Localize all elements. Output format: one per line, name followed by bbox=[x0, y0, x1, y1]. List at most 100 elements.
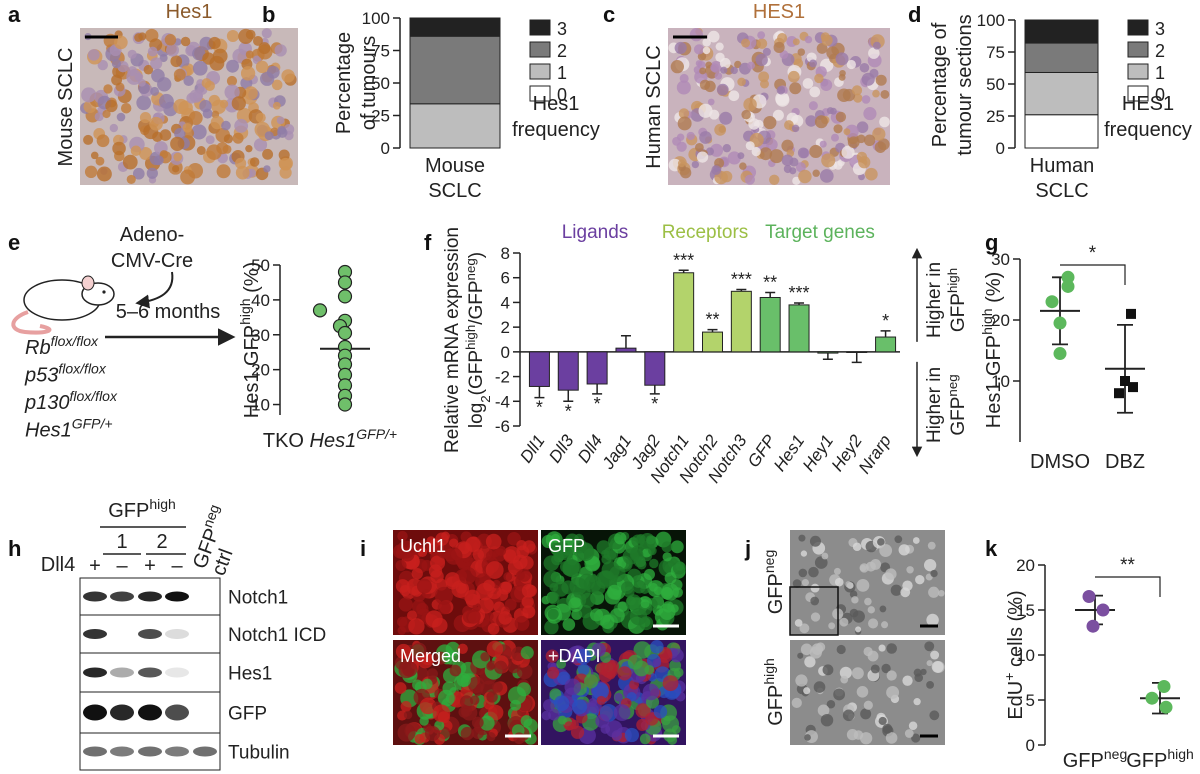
y-tick-label: 10 bbox=[1016, 646, 1035, 665]
cell bbox=[196, 146, 206, 155]
cell bbox=[564, 678, 582, 696]
cell bbox=[639, 533, 656, 550]
cell bbox=[547, 591, 560, 605]
bar-segment bbox=[409, 17, 501, 37]
cell bbox=[491, 681, 503, 693]
schematic-label: Adeno- bbox=[120, 224, 185, 246]
cell bbox=[747, 61, 755, 70]
cell bbox=[521, 595, 534, 608]
bar-segment bbox=[1024, 71, 1099, 116]
cell bbox=[545, 649, 559, 663]
cell bbox=[798, 534, 806, 542]
cell bbox=[730, 66, 738, 75]
significance: * bbox=[565, 401, 572, 421]
cell bbox=[814, 115, 828, 129]
cell bbox=[457, 643, 468, 654]
cell bbox=[795, 162, 806, 173]
cell bbox=[639, 733, 651, 745]
y-axis-label-part: log bbox=[466, 403, 487, 428]
point bbox=[1053, 347, 1067, 361]
error-bar bbox=[765, 291, 776, 298]
point bbox=[337, 289, 353, 304]
blot-band bbox=[110, 746, 134, 757]
cell bbox=[913, 668, 922, 677]
cell bbox=[677, 159, 686, 168]
cell bbox=[835, 111, 847, 123]
cell bbox=[670, 540, 684, 554]
cell bbox=[797, 48, 806, 56]
y-tick-label: 10 bbox=[251, 396, 270, 415]
bar bbox=[528, 351, 550, 387]
significance: ** bbox=[1120, 555, 1135, 576]
y-tick-label: 100 bbox=[977, 11, 1005, 30]
cell bbox=[483, 579, 495, 592]
y-tick-label: -2 bbox=[495, 368, 510, 387]
micrograph-texture bbox=[394, 640, 538, 745]
cell bbox=[94, 112, 104, 122]
x-tick-label-part: high bbox=[1167, 746, 1193, 762]
cell bbox=[632, 580, 647, 594]
cell bbox=[609, 608, 625, 624]
cell bbox=[719, 57, 731, 69]
cell bbox=[865, 561, 876, 572]
bar bbox=[615, 347, 637, 353]
mouse-ear bbox=[81, 275, 95, 291]
cell bbox=[819, 169, 834, 183]
cell bbox=[881, 663, 891, 674]
cell bbox=[471, 716, 484, 729]
cell bbox=[468, 676, 485, 693]
cell bbox=[894, 535, 903, 544]
image-title-group: Hes1 bbox=[166, 1, 213, 23]
bar-segment bbox=[1024, 114, 1099, 149]
cell bbox=[762, 47, 771, 56]
cell bbox=[397, 530, 408, 542]
cell bbox=[261, 28, 272, 39]
cell bbox=[839, 666, 852, 679]
x-tick-label-group: GFPneg bbox=[1063, 746, 1127, 772]
x-tick-label-part: GFP bbox=[1126, 750, 1167, 772]
cell bbox=[192, 60, 208, 76]
cell bbox=[792, 38, 800, 46]
cell bbox=[872, 41, 881, 50]
point bbox=[1159, 700, 1173, 714]
cell bbox=[878, 716, 887, 726]
cell bbox=[400, 700, 412, 712]
cell bbox=[784, 120, 794, 130]
point bbox=[337, 397, 353, 412]
virus-arrow bbox=[135, 271, 174, 309]
legend-title-group: Hes1 frequency bbox=[512, 93, 600, 141]
cell bbox=[789, 82, 802, 95]
cell bbox=[204, 80, 215, 91]
cell bbox=[170, 55, 183, 68]
y-tick-label: -4 bbox=[495, 392, 510, 411]
cell bbox=[710, 63, 719, 72]
bar bbox=[759, 296, 781, 353]
cell bbox=[858, 173, 865, 181]
cell bbox=[863, 134, 876, 147]
cell bbox=[882, 723, 893, 734]
cell bbox=[913, 698, 921, 706]
cell bbox=[588, 698, 598, 707]
cell bbox=[487, 623, 500, 635]
cell bbox=[95, 156, 105, 166]
cell bbox=[578, 573, 596, 591]
x-tick-label-part: neg bbox=[1104, 746, 1127, 762]
x-tick-label: GFPneg bbox=[1063, 746, 1127, 772]
cell bbox=[402, 661, 418, 677]
y-tick-label: 6 bbox=[501, 269, 510, 288]
cell bbox=[398, 597, 413, 612]
cell bbox=[87, 49, 100, 61]
cell bbox=[226, 75, 238, 87]
image-side-label-group: Mouse SCLC bbox=[55, 48, 77, 167]
point bbox=[1061, 270, 1075, 284]
point bbox=[1053, 316, 1067, 330]
cell bbox=[205, 135, 215, 145]
direction-label: GFPneg bbox=[945, 374, 970, 435]
cell bbox=[596, 695, 606, 706]
cell bbox=[486, 640, 504, 658]
cell bbox=[223, 134, 233, 144]
cell bbox=[479, 715, 495, 731]
cell bbox=[472, 549, 485, 561]
cell bbox=[240, 66, 256, 81]
